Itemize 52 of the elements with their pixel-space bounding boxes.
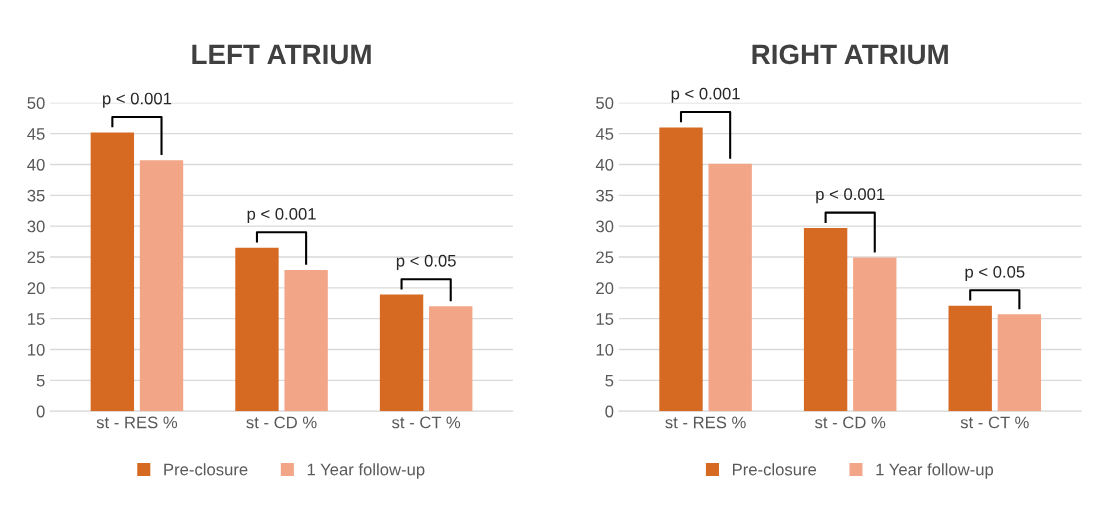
y-tick-label: 5 (36, 374, 45, 387)
bar (379, 294, 424, 412)
annotation: p < 0.05 (396, 254, 456, 270)
bar (997, 314, 1042, 412)
x-tick-label: st - CT % (392, 416, 461, 429)
text: p < 0.001 (671, 87, 740, 103)
bar (139, 160, 184, 412)
y-tick-label: 20 (596, 282, 614, 295)
legend-label: 1 Year follow-up (876, 463, 994, 479)
chart-title: LEFT ATRIUM (192, 44, 371, 65)
bar (948, 305, 992, 412)
y-tick-label: 0 (36, 405, 45, 418)
legend-label: Pre-closure (732, 463, 817, 476)
y-tick-label: 30 (596, 220, 614, 233)
annotation: p < 0.05 (965, 265, 1025, 282)
legend-label: 1 Year follow-up (307, 463, 425, 479)
annotation: p < 0.001 (247, 207, 316, 224)
y-tick-label: 15 (28, 313, 45, 325)
y-tick-label: 20 (27, 282, 45, 295)
bar (429, 306, 473, 412)
y-tick-label: 50 (27, 97, 45, 109)
legend-label: Pre-closure (164, 463, 248, 476)
y-tick-label: 25 (596, 251, 614, 264)
bar (708, 163, 752, 412)
y-tick-label: 45 (27, 128, 45, 140)
y-tick-label: 5 (605, 374, 614, 387)
annotation: p < 0.001 (103, 92, 172, 108)
bar (803, 228, 848, 412)
annotation: p < 0.001 (816, 188, 885, 204)
y-tick-label: 50 (596, 97, 614, 109)
y-tick-label: 25 (27, 251, 45, 264)
bar (659, 127, 703, 412)
bar (284, 269, 328, 412)
y-tick-label: 35 (27, 189, 45, 202)
x-tick-label: st - CD % (246, 416, 317, 429)
y-tick-label: 0 (605, 405, 614, 418)
y-tick-label: 15 (596, 313, 614, 325)
x-tick-label: st - CD % (815, 416, 886, 429)
x-tick-label: st - CT % (960, 416, 1029, 429)
x-tick-label: st - RES % (665, 416, 746, 429)
x-tick-label: st - RES % (96, 416, 178, 429)
chart-title: RIGHT ATRIUM (752, 44, 948, 65)
y-tick-label: 30 (27, 220, 45, 233)
bar (853, 257, 897, 412)
y-tick-label: 40 (27, 158, 45, 171)
y-tick-label: 10 (28, 343, 45, 356)
y-tick-label: 40 (595, 158, 614, 171)
bar (90, 132, 135, 412)
y-tick-label: 45 (595, 128, 614, 140)
y-tick-label: 35 (596, 189, 614, 202)
y-tick-label: 10 (596, 343, 614, 356)
bar (235, 247, 279, 412)
